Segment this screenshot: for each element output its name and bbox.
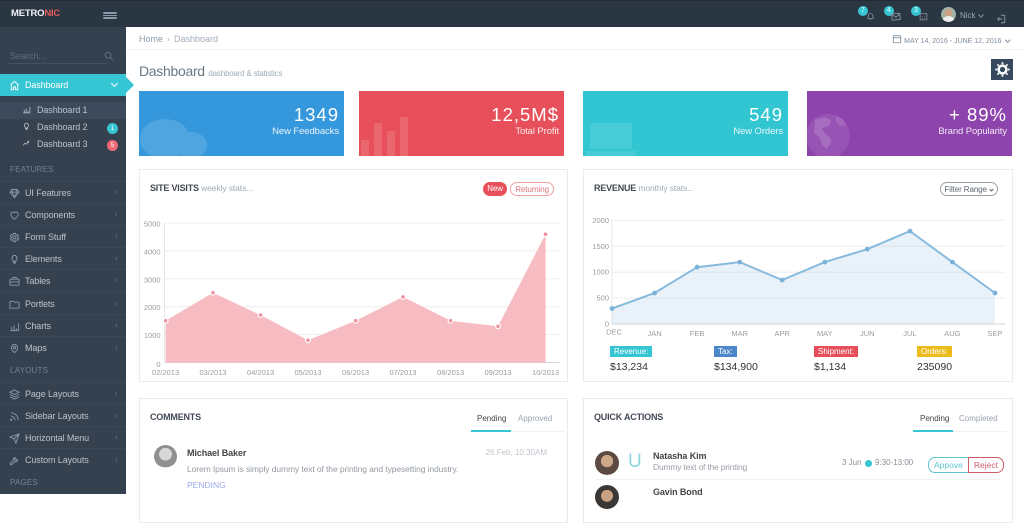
svg-text:MAR: MAR (731, 329, 748, 338)
svg-text:JUN: JUN (860, 329, 875, 338)
svg-text:02/2013: 02/2013 (152, 368, 179, 377)
svg-text:JUL: JUL (903, 329, 916, 338)
svg-text:APR: APR (774, 329, 790, 338)
svg-text:08/2013: 08/2013 (437, 368, 464, 377)
svg-text:1000: 1000 (144, 331, 161, 340)
svg-text:JAN: JAN (648, 329, 662, 338)
svg-text:2000: 2000 (144, 303, 161, 312)
svg-text:06/2013: 06/2013 (342, 368, 369, 377)
svg-text:MAY: MAY (817, 329, 833, 338)
svg-text:10/2013: 10/2013 (532, 368, 559, 377)
svg-text:2000: 2000 (592, 216, 609, 225)
svg-text:0: 0 (156, 360, 160, 369)
svg-text:1500: 1500 (592, 242, 609, 251)
svg-text:07/2013: 07/2013 (389, 368, 416, 377)
svg-text:5000: 5000 (144, 220, 161, 229)
svg-text:500: 500 (596, 294, 609, 303)
svg-text:09/2013: 09/2013 (484, 368, 511, 377)
svg-text:AUG: AUG (944, 329, 960, 338)
svg-text:1000: 1000 (592, 268, 609, 277)
svg-text:3000: 3000 (144, 275, 161, 284)
svg-text:0: 0 (605, 320, 609, 329)
svg-text:4000: 4000 (144, 247, 161, 256)
svg-text:04/2013: 04/2013 (247, 368, 274, 377)
svg-text:FEB: FEB (690, 329, 705, 338)
svg-text:SEP: SEP (987, 329, 1002, 338)
svg-text:DEC: DEC (606, 328, 622, 337)
svg-text:03/2013: 03/2013 (199, 368, 226, 377)
svg-text:05/2013: 05/2013 (294, 368, 321, 377)
